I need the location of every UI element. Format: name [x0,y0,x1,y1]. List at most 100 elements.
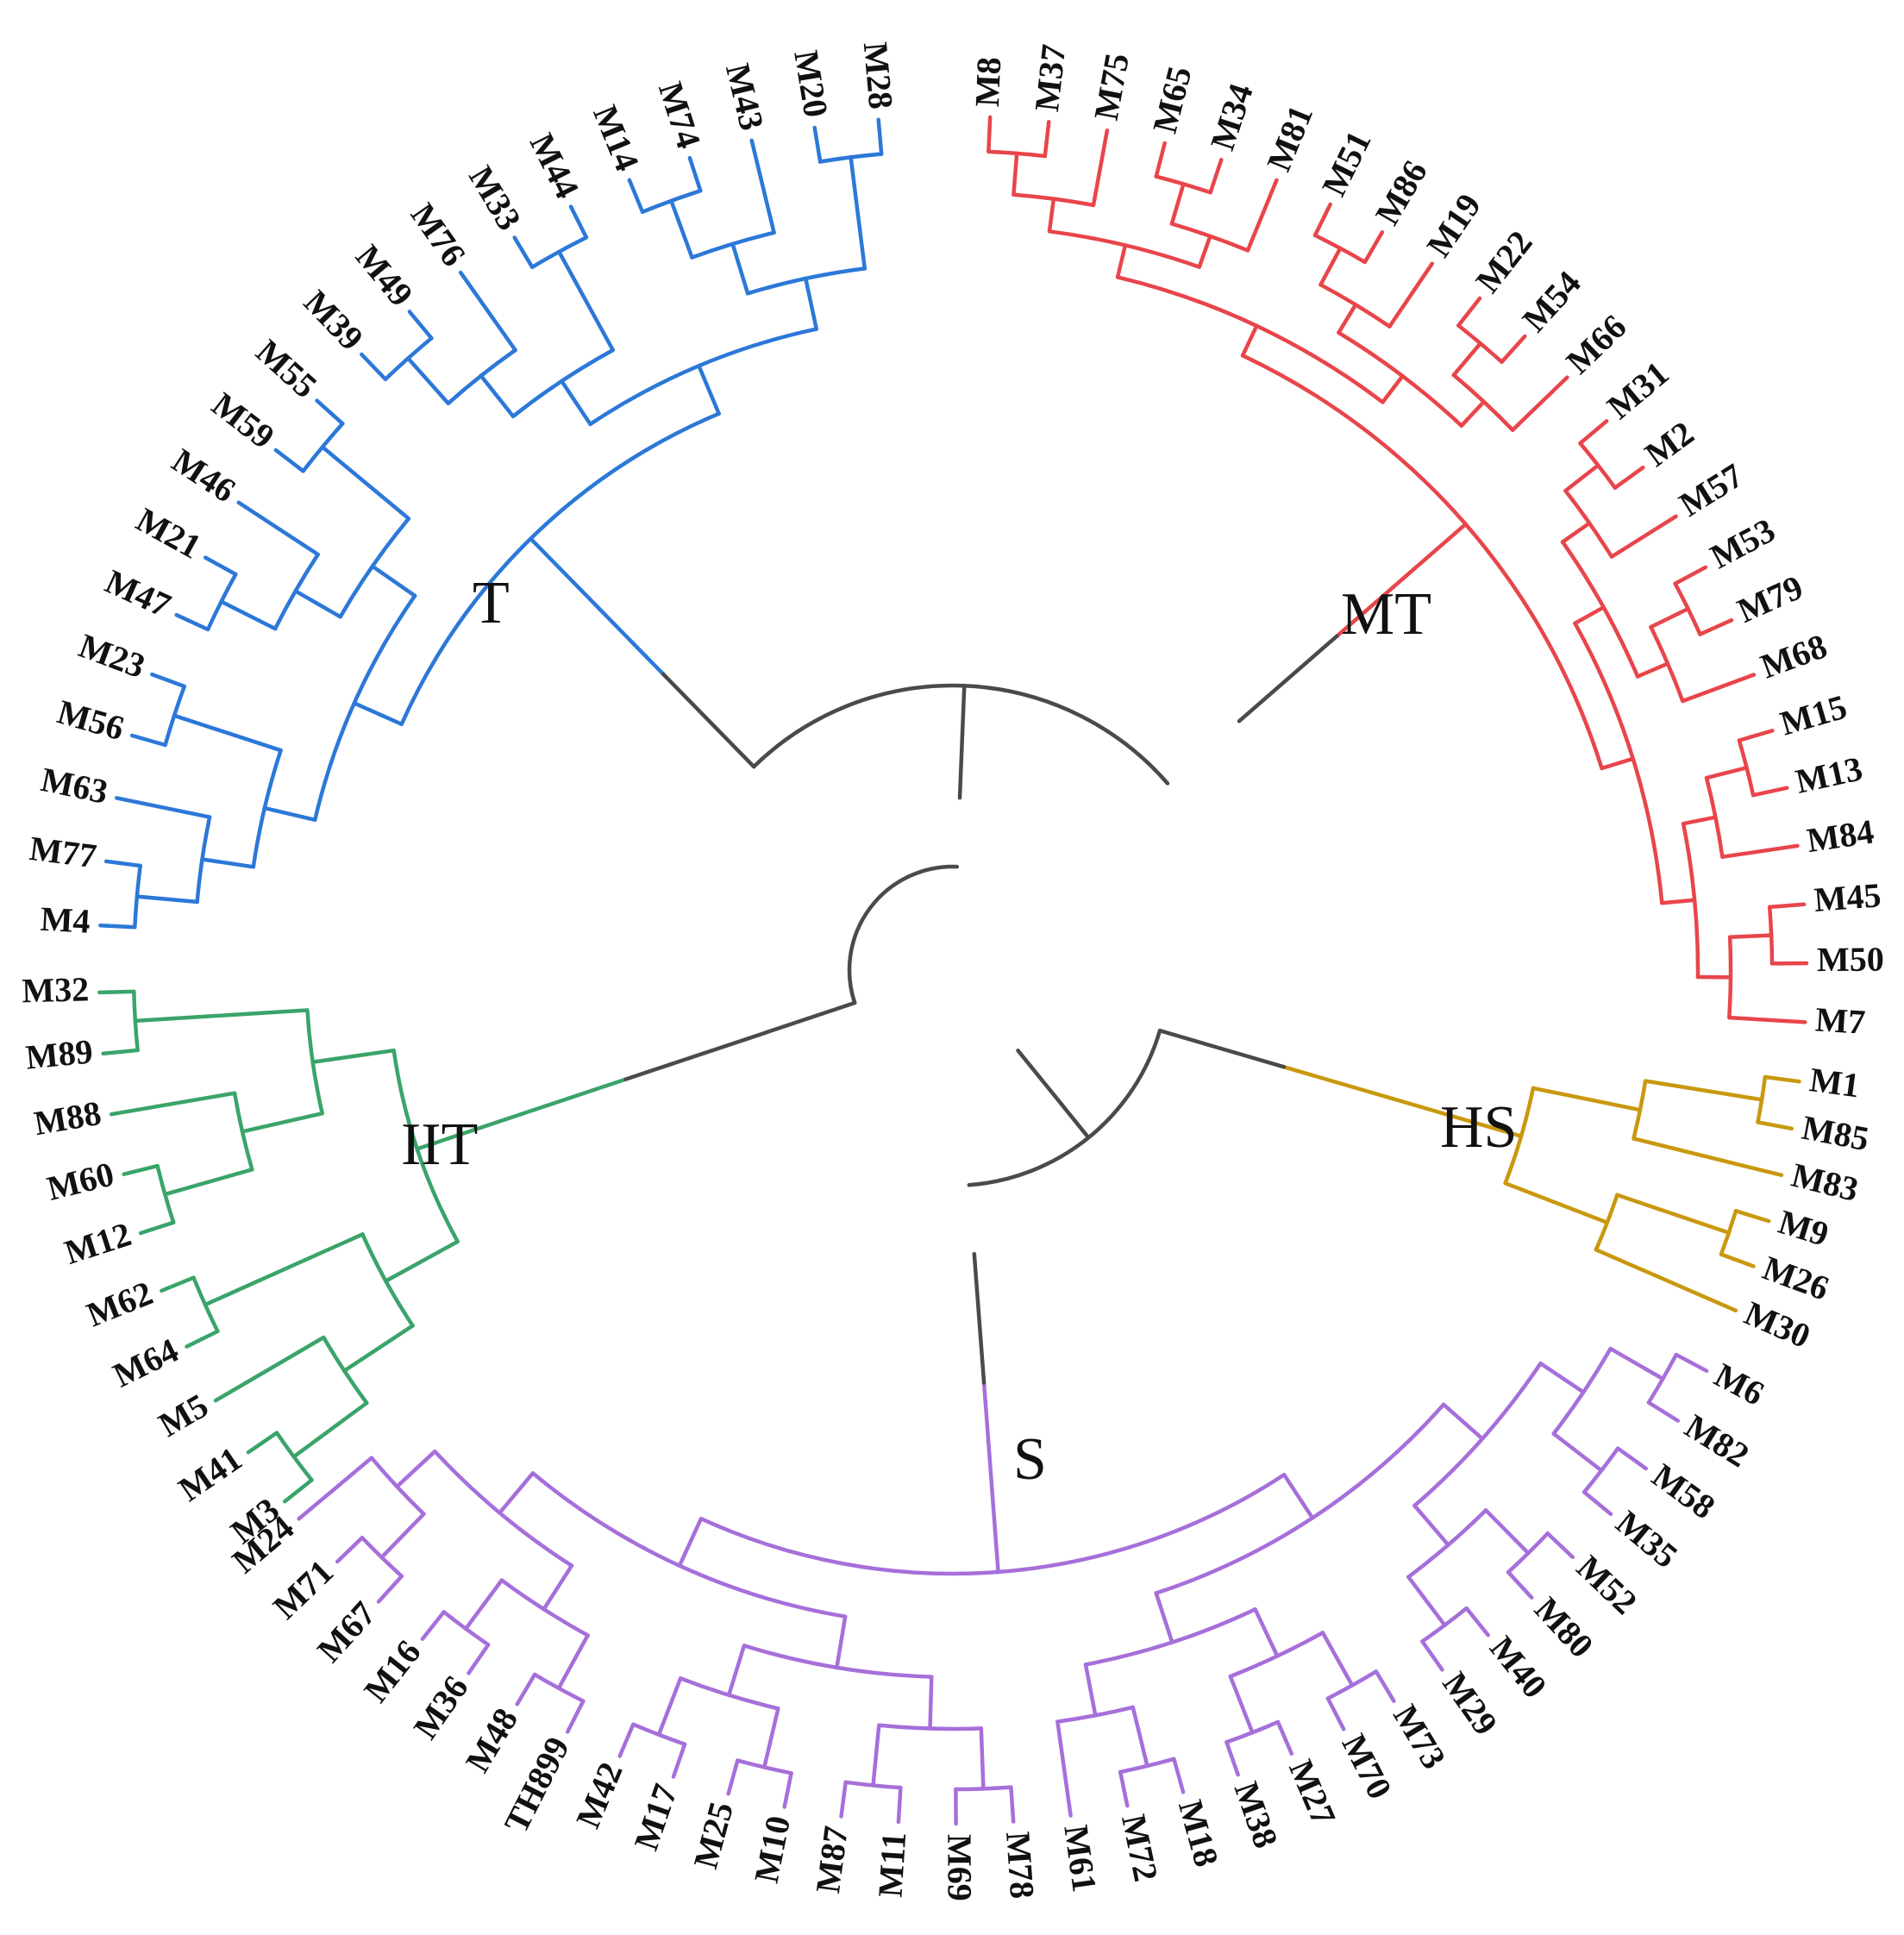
branch-MT [1660,898,1697,905]
branch-T [479,373,516,419]
leaf-label: M11 [871,1831,914,1898]
branch-MT [1600,756,1636,771]
branch-S [1374,1669,1396,1703]
branch-MT [986,115,993,154]
leaf-label: M34 [1203,79,1261,155]
leaf-label: M83 [1788,1155,1862,1209]
branch-MT [1456,296,1482,328]
branch-MT [1245,178,1279,253]
branch-IIT [246,1431,279,1455]
trunk-IIT [623,1036,751,1081]
clade-stem-IIT [415,1077,628,1151]
leaf-label: M85 [1799,1108,1872,1159]
branch-MT [1649,606,1690,629]
leaf-label: M79 [1732,567,1808,630]
branch-HS [1531,1086,1643,1112]
branch-S [1172,1757,1186,1794]
branch-MT [1500,334,1527,364]
leaf-label: M30 [1739,1293,1816,1356]
branch-S [1154,1591,1174,1644]
clade-stem-MT [1334,522,1468,639]
clade-label-HS: HS [1440,1094,1517,1161]
branch-T [315,398,345,426]
clade-label-S: S [1013,1426,1047,1493]
branch-S [379,1512,426,1560]
branch-T [352,701,404,727]
leaf-label: M46 [166,441,243,510]
branch-MT [1563,463,1600,493]
leaf-label: M71 [266,1552,341,1626]
branch-T [512,235,535,270]
leaf-label: M4 [40,899,91,941]
leaf-label: M35 [1609,1503,1686,1575]
branch-HS [1733,1209,1771,1224]
branch-MT [1115,243,1128,279]
leaf-label: M43 [718,59,772,134]
leaf-label: M19 [1419,186,1488,264]
branch-MT [1737,729,1775,742]
leaf-label: M69 [940,1834,979,1901]
branch-S [671,1742,687,1779]
branch-S [1281,1472,1315,1520]
branch-T [262,805,317,823]
branch-MT [1560,521,1592,544]
leaf-label: M7 [1814,999,1866,1041]
branch-T [219,599,278,631]
clade-label-T: T [473,570,510,636]
branch-MT [1337,303,1358,335]
leaf-label: M87 [808,1824,855,1895]
branch-S [1009,1785,1016,1824]
clade-label-MT: MT [1341,581,1431,648]
branch-MT [1381,373,1405,404]
branch-HS [1594,1248,1738,1313]
branch-IIT [185,1329,220,1349]
branch-IIT [341,1324,415,1373]
leaf-label: M61 [1056,1823,1104,1894]
branch-S [467,1643,491,1675]
branch-S [1055,1719,1073,1818]
branch-S [928,1675,934,1731]
leaf-label: M67 [310,1594,384,1669]
leaf-label: M64 [107,1331,185,1395]
branch-MT [1169,182,1186,226]
branch-T [273,448,305,473]
branch-T [135,894,199,905]
clade-stem-HS [1281,1065,1524,1138]
branch-S [1253,1607,1280,1658]
branch-IIT [291,1400,369,1459]
branch-S [726,1644,747,1698]
clade-stem-S [981,1381,1000,1575]
leaf-label: M44 [523,127,587,204]
branch-T [557,249,616,353]
branch-S [1646,1400,1681,1423]
branch-MT [1720,843,1800,859]
leaf-label: M31 [1600,354,1676,426]
branch-T [687,155,703,193]
branch-S [677,1516,704,1568]
branch-S [726,1758,740,1796]
branch-T [812,125,823,164]
branch-T [458,270,517,353]
leaf-label: M66 [1558,307,1633,381]
leaf-label: M40 [1482,1629,1555,1706]
branch-S [1420,1639,1444,1672]
branch-T [200,857,256,869]
branch-MT [1510,375,1569,432]
branch-T [560,379,592,427]
branch-MT [1635,661,1670,679]
branch-MT [1012,151,1019,197]
branch-T [115,796,212,819]
leaf-label: M81 [1259,100,1320,177]
branch-T [98,923,137,930]
leaf-label: M36 [406,1669,476,1746]
clade-stem-T [529,536,666,677]
leaf-label: M80 [1527,1589,1601,1665]
branch-IIT [160,1275,196,1293]
leaf-label: M6 [1708,1356,1770,1413]
branch-IIT [97,989,136,995]
branch-MT [1043,120,1051,159]
branch-T [568,204,589,240]
clade-labels: MT HS S IIT T [401,570,1517,1493]
branch-S [1608,1346,1665,1381]
leaf-label: M13 [1792,748,1866,801]
